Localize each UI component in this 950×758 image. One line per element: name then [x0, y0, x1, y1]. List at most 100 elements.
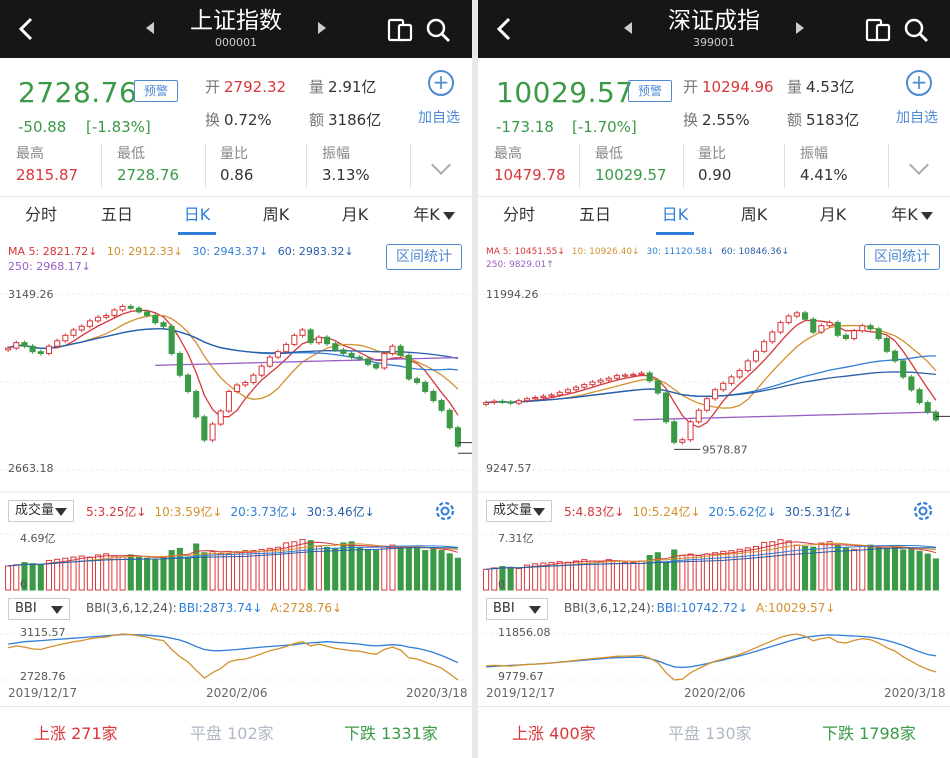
date-end: 2020/3/18: [406, 686, 468, 700]
candle: [810, 318, 817, 333]
volume-bar: [867, 544, 874, 591]
turnover-field: 换 2.55%: [683, 109, 750, 130]
bbi-bottom-label: 9779.67: [498, 670, 544, 683]
volume-chart[interactable]: 7.31亿 0: [478, 528, 950, 592]
alert-button[interactable]: 预警: [628, 80, 672, 102]
tab-intraday[interactable]: 分时: [502, 205, 535, 224]
bbi-legend: BBI(3,6,12,24): BBI:2873.74↓ A:2728.76↓: [86, 601, 350, 615]
add-watchlist-button[interactable]: 加自选: [896, 110, 938, 126]
tab-monthly-k[interactable]: 月K: [341, 205, 369, 224]
volume-bar: [573, 560, 580, 591]
index-title: 上证指数: [190, 8, 282, 34]
tab-weekly-k[interactable]: 周K: [740, 205, 768, 224]
volume-bar: [144, 557, 151, 591]
volume-bar: [605, 559, 612, 591]
volume-bar: [299, 539, 306, 591]
quote-panel: 2728.76 预警 -50.88 [-1.83%] 开 2792.32 量 2.9…: [0, 58, 472, 198]
prev-index-icon[interactable]: [624, 22, 632, 34]
tab-monthly-k[interactable]: 月K: [819, 205, 847, 224]
bbi-chart[interactable]: 11856.08 9779.67: [478, 622, 950, 686]
candle: [364, 358, 371, 365]
chevron-down-icon[interactable]: [431, 155, 451, 175]
volume-bar: [589, 560, 596, 591]
tab-weekly-k[interactable]: 周K: [262, 205, 290, 224]
period-tabs: 分时 五日 日K 周K 月K 年K: [478, 196, 950, 236]
stat-label: 振幅: [322, 146, 350, 162]
candle: [5, 347, 12, 351]
candle: [389, 345, 396, 354]
volume-chart[interactable]: 4.69亿 0: [0, 528, 472, 592]
title-block: 上证指数 000001: [150, 6, 322, 50]
back-arrow-icon[interactable]: [490, 14, 520, 44]
stat-low: 最低 10029.57: [595, 144, 667, 190]
add-watchlist-icon[interactable]: +: [906, 70, 932, 96]
decliners-label: 下跌: [344, 724, 377, 743]
chevron-down-icon[interactable]: [909, 155, 929, 175]
volume-bar: [283, 542, 290, 591]
gear-icon[interactable]: [910, 498, 936, 524]
tab-five-day[interactable]: 五日: [578, 205, 611, 224]
volume-bar: [720, 550, 727, 591]
tab-yearly-k[interactable]: 年K: [396, 197, 472, 235]
volume-header: 成交量 5:3.25亿↓ 10:3.59亿↓ 20:3.73亿↓ 30:3.46亿↓: [0, 498, 472, 526]
volume-bar: [413, 546, 421, 591]
add-watchlist-icon[interactable]: +: [428, 70, 454, 96]
bbi-close-line: [7, 633, 459, 681]
bbi-top-label: 3115.57: [20, 626, 66, 639]
ma-legend: MA 5: 10451.55↓ 10: 10926.40↓ 30: 11120.…: [486, 246, 866, 272]
range-stats-button[interactable]: 区间统计: [864, 244, 940, 270]
volume-bar: [242, 550, 249, 591]
bbi-dropdown[interactable]: BBI: [8, 598, 70, 620]
candle: [446, 409, 453, 429]
decliners-label: 下跌: [822, 724, 855, 743]
screen-switch-icon[interactable]: [386, 16, 414, 44]
volume-bar: [381, 545, 388, 591]
candle: [491, 400, 498, 404]
tab-five-day[interactable]: 五日: [100, 205, 133, 224]
open-label: 开: [683, 78, 699, 96]
search-icon[interactable]: [902, 16, 930, 44]
range-stats-button[interactable]: 区间统计: [386, 244, 462, 270]
volume-bar: [507, 566, 514, 591]
volume-bar: [622, 561, 629, 591]
open-value: 2792.32: [224, 78, 287, 96]
gear-icon[interactable]: [432, 498, 458, 524]
tab-daily-k[interactable]: 日K: [640, 197, 710, 235]
add-watchlist-button[interactable]: 加自选: [418, 110, 460, 126]
volume-bar: [842, 547, 849, 591]
search-icon[interactable]: [424, 16, 452, 44]
indicator-dropdown[interactable]: 成交量: [486, 500, 552, 522]
market-breadth: 上涨 400家 平盘 130家 下跌 1798家: [478, 706, 950, 758]
dropdown-arrow-icon: [533, 508, 545, 516]
screen-switch-icon[interactable]: [864, 16, 892, 44]
open-label: 开: [205, 78, 221, 96]
ma-10-line: [7, 314, 459, 400]
tab-daily-k[interactable]: 日K: [162, 197, 232, 235]
change-percent: [-1.70%]: [572, 118, 637, 136]
stat-value: 4.41%: [800, 166, 848, 184]
indicator-dropdown[interactable]: 成交量: [8, 500, 74, 522]
next-index-icon[interactable]: [318, 22, 326, 34]
bbi-chart[interactable]: 3115.57 2728.76: [0, 622, 472, 686]
volume-bar: [924, 553, 931, 591]
prev-index-icon[interactable]: [146, 22, 154, 34]
candle: [752, 350, 760, 362]
candle: [283, 343, 290, 353]
tab-intraday[interactable]: 分时: [24, 205, 57, 224]
tab-yearly-k[interactable]: 年K: [874, 197, 950, 235]
candle: [78, 325, 85, 331]
amount-label: 额: [309, 111, 325, 129]
volume-bar: [654, 552, 661, 591]
alert-button[interactable]: 预警: [134, 80, 178, 102]
amount-field: 额 3186亿: [309, 109, 381, 130]
volume-bar: [54, 558, 61, 591]
bbi-dropdown[interactable]: BBI: [486, 598, 548, 620]
candle: [842, 334, 849, 339]
next-index-icon[interactable]: [796, 22, 804, 34]
candle: [422, 381, 429, 392]
back-arrow-icon[interactable]: [12, 14, 42, 44]
candle: [597, 379, 604, 383]
volume-bar: [785, 540, 792, 591]
